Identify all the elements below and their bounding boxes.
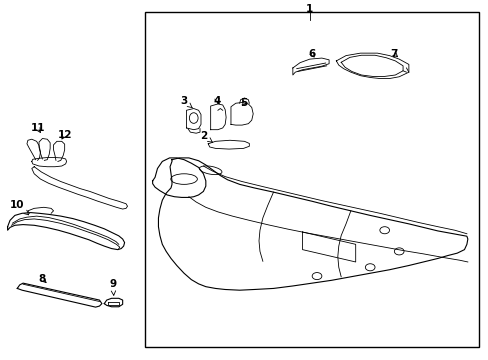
Text: 11: 11	[30, 123, 45, 133]
Text: 4: 4	[213, 96, 221, 106]
Text: 10: 10	[10, 200, 29, 215]
Text: 12: 12	[57, 130, 72, 140]
Text: 9: 9	[109, 279, 116, 295]
Text: 6: 6	[308, 49, 315, 59]
Text: 7: 7	[390, 49, 397, 59]
Text: 2: 2	[200, 131, 212, 142]
Bar	[145, 12, 478, 347]
Text: 5: 5	[240, 98, 247, 108]
Text: 8: 8	[39, 274, 46, 284]
Text: 3: 3	[180, 96, 192, 108]
Text: 1: 1	[305, 4, 313, 14]
